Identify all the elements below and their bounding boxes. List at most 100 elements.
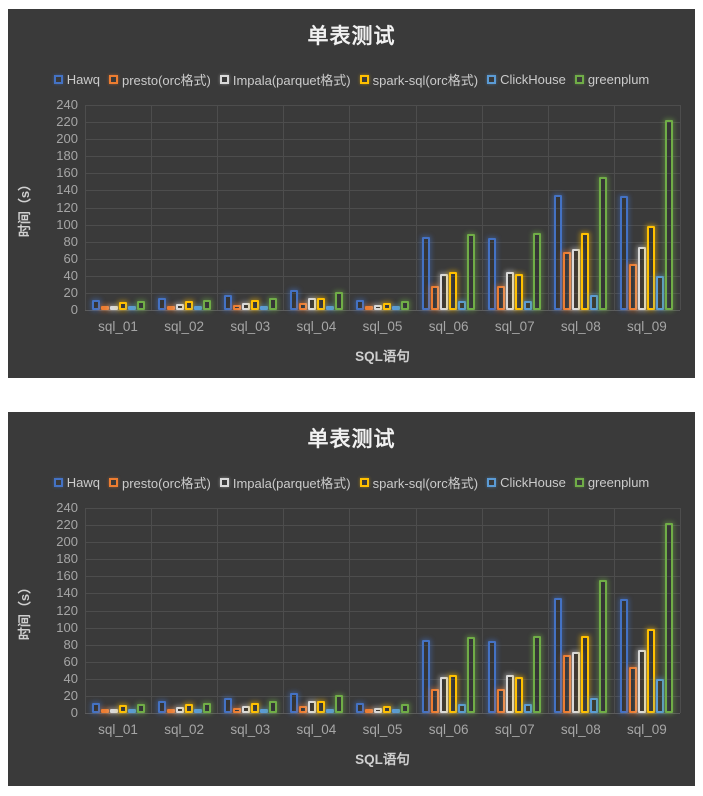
- x-axis-tick-label: sql_07: [494, 722, 535, 737]
- gridline: [481, 508, 483, 713]
- y-axis-tick-label: 100: [56, 216, 78, 232]
- bar-Impala(parquet格式)-sql_02: [175, 304, 184, 310]
- bar-spark-sql(orc格式)-sql_03: [250, 299, 259, 310]
- legend-item: Hawq: [53, 475, 100, 490]
- gridline: [85, 275, 680, 277]
- bar-greenplum-sql_05: [401, 704, 409, 713]
- bar-spark-sql(orc格式)-sql_01: [118, 705, 127, 713]
- bar-Hawq-sql_09: [620, 195, 629, 310]
- legend-item: greenplum: [574, 72, 649, 87]
- bar-Impala(parquet格式)-sql_03: [241, 303, 250, 310]
- bar-Impala(parquet格式)-sql_05: [374, 304, 382, 310]
- gridline: [85, 610, 680, 612]
- bar-presto(orc格式)-sql_09: [629, 666, 638, 713]
- bar-ClickHouse-sql_03: [259, 306, 268, 310]
- legend-label: ClickHouse: [500, 72, 566, 87]
- x-axis-tick-label: sql_08: [560, 722, 601, 737]
- bar-greenplum-sql_06: [467, 233, 476, 310]
- gridline: [85, 122, 680, 124]
- bar-spark-sql(orc格式)-sql_08: [581, 636, 590, 713]
- bar-presto(orc格式)-sql_08: [563, 654, 572, 713]
- bar-Impala(parquet格式)-sql_06: [440, 677, 449, 713]
- bar-greenplum-sql_08: [599, 579, 608, 713]
- y-axis-tick-label: 120: [56, 602, 78, 618]
- legend-label: ClickHouse: [500, 475, 566, 490]
- bar-ClickHouse-sql_07: [524, 301, 533, 310]
- gridline: [85, 139, 680, 141]
- gridline: [680, 105, 681, 310]
- chart-legend: Hawq presto(orc格式) Impala(parquet格式) spark-…: [8, 70, 695, 89]
- bar-ClickHouse-sql_01: [127, 709, 136, 713]
- legend-swatch-icon: [574, 75, 584, 84]
- bar-ClickHouse-sql_01: [127, 306, 136, 310]
- bar-presto(orc格式)-sql_02: [166, 305, 175, 310]
- bar-greenplum-sql_07: [533, 233, 542, 310]
- gridline: [217, 105, 219, 310]
- x-axis-tick-label: sql_07: [494, 319, 535, 334]
- bar-Hawq-sql_05: [356, 299, 364, 310]
- bar-Hawq-sql_03: [223, 294, 232, 310]
- y-axis-tick-label: 140: [56, 585, 78, 601]
- gridline: [415, 105, 417, 310]
- legend-swatch-icon: [219, 478, 229, 487]
- bar-spark-sql(orc格式)-sql_07: [515, 274, 524, 310]
- y-axis-tick-label: 20: [63, 687, 78, 703]
- gridline: [547, 105, 549, 310]
- y-axis-tick-label: 240: [56, 500, 78, 515]
- bar-greenplum-sql_07: [533, 636, 542, 713]
- gridline: [85, 508, 680, 509]
- bar-Hawq-sql_04: [289, 692, 298, 713]
- bar-spark-sql(orc格式)-sql_06: [449, 675, 458, 713]
- bar-Hawq-sql_04: [289, 289, 298, 310]
- y-axis-tick-label: 200: [56, 131, 78, 147]
- y-axis-tick-label: 120: [56, 199, 78, 215]
- x-axis-tick-label: sql_01: [98, 722, 138, 737]
- x-axis-tick-label: sql_01: [98, 319, 138, 334]
- bar-greenplum-sql_01: [136, 703, 145, 713]
- bar-presto(orc格式)-sql_08: [563, 251, 572, 310]
- bar-spark-sql(orc格式)-sql_09: [647, 629, 656, 713]
- bar-Hawq-sql_02: [157, 298, 166, 310]
- bar-Impala(parquet格式)-sql_07: [506, 272, 515, 310]
- gridline: [85, 310, 680, 311]
- gridline: [85, 241, 680, 243]
- bar-ClickHouse-sql_08: [590, 697, 599, 713]
- bar-greenplum-sql_09: [665, 120, 674, 310]
- bar-Hawq-sql_05: [356, 702, 364, 713]
- bar-ClickHouse-sql_05: [392, 305, 400, 310]
- y-axis-tick-label: 240: [56, 97, 78, 112]
- gridline: [151, 508, 153, 713]
- legend-swatch-icon: [53, 75, 63, 84]
- gridline: [85, 713, 680, 714]
- bar-spark-sql(orc格式)-sql_03: [250, 702, 259, 713]
- gridline: [85, 105, 680, 106]
- x-axis-tick-label: sql_02: [164, 319, 205, 334]
- chart-panel-bottom: 单表测试 Hawq presto(orc格式) Impala(parquet格式) s…: [8, 412, 695, 786]
- bar-Impala(parquet格式)-sql_08: [572, 651, 581, 713]
- bar-ClickHouse-sql_07: [524, 704, 533, 713]
- bar-spark-sql(orc格式)-sql_02: [184, 300, 193, 310]
- x-axis-tick-label: sql_09: [627, 319, 667, 334]
- bar-Impala(parquet格式)-sql_09: [638, 649, 647, 713]
- bar-spark-sql(orc格式)-sql_08: [581, 233, 590, 310]
- legend-item: spark-sql(orc格式): [359, 70, 478, 89]
- x-axis-tick-label: sql_05: [362, 319, 403, 334]
- bar-Impala(parquet格式)-sql_03: [241, 706, 250, 713]
- bar-presto(orc格式)-sql_04: [298, 303, 307, 310]
- legend-swatch-icon: [487, 478, 497, 487]
- legend-swatch-icon: [487, 75, 497, 84]
- gridline: [85, 593, 680, 595]
- bar-ClickHouse-sql_09: [656, 678, 665, 713]
- bar-greenplum-sql_08: [599, 176, 608, 310]
- x-axis-title: SQL语句: [355, 349, 410, 364]
- bar-Hawq-sql_07: [488, 238, 497, 310]
- gridline: [85, 207, 680, 209]
- gridline: [151, 105, 153, 310]
- gridline: [85, 661, 680, 663]
- bar-Hawq-sql_08: [554, 597, 563, 713]
- y-axis-tick-label: 80: [63, 233, 78, 249]
- gridline: [85, 695, 680, 697]
- legend-item: greenplum: [574, 475, 649, 490]
- bar-ClickHouse-sql_02: [193, 708, 202, 713]
- bar-presto(orc格式)-sql_03: [232, 707, 241, 713]
